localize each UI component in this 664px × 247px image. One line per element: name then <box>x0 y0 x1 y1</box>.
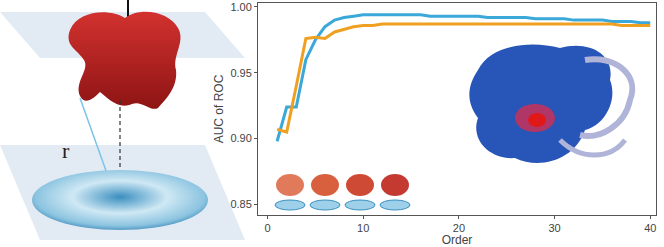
svg-text:0: 0 <box>265 222 271 234</box>
svg-text:10: 10 <box>357 222 369 234</box>
svg-text:AUC of ROC: AUC of ROC <box>212 74 226 143</box>
svg-text:30: 30 <box>548 222 560 234</box>
svg-text:40: 40 <box>644 222 656 234</box>
svg-text:1.00: 1.00 <box>230 1 251 13</box>
svg-text:20: 20 <box>453 222 465 234</box>
svg-text:0.90: 0.90 <box>230 132 251 144</box>
svg-text:0.85: 0.85 <box>230 198 251 210</box>
svg-text:Order: Order <box>442 233 473 247</box>
svg-text:0.95: 0.95 <box>230 67 251 79</box>
svg-text:r: r <box>62 138 70 163</box>
